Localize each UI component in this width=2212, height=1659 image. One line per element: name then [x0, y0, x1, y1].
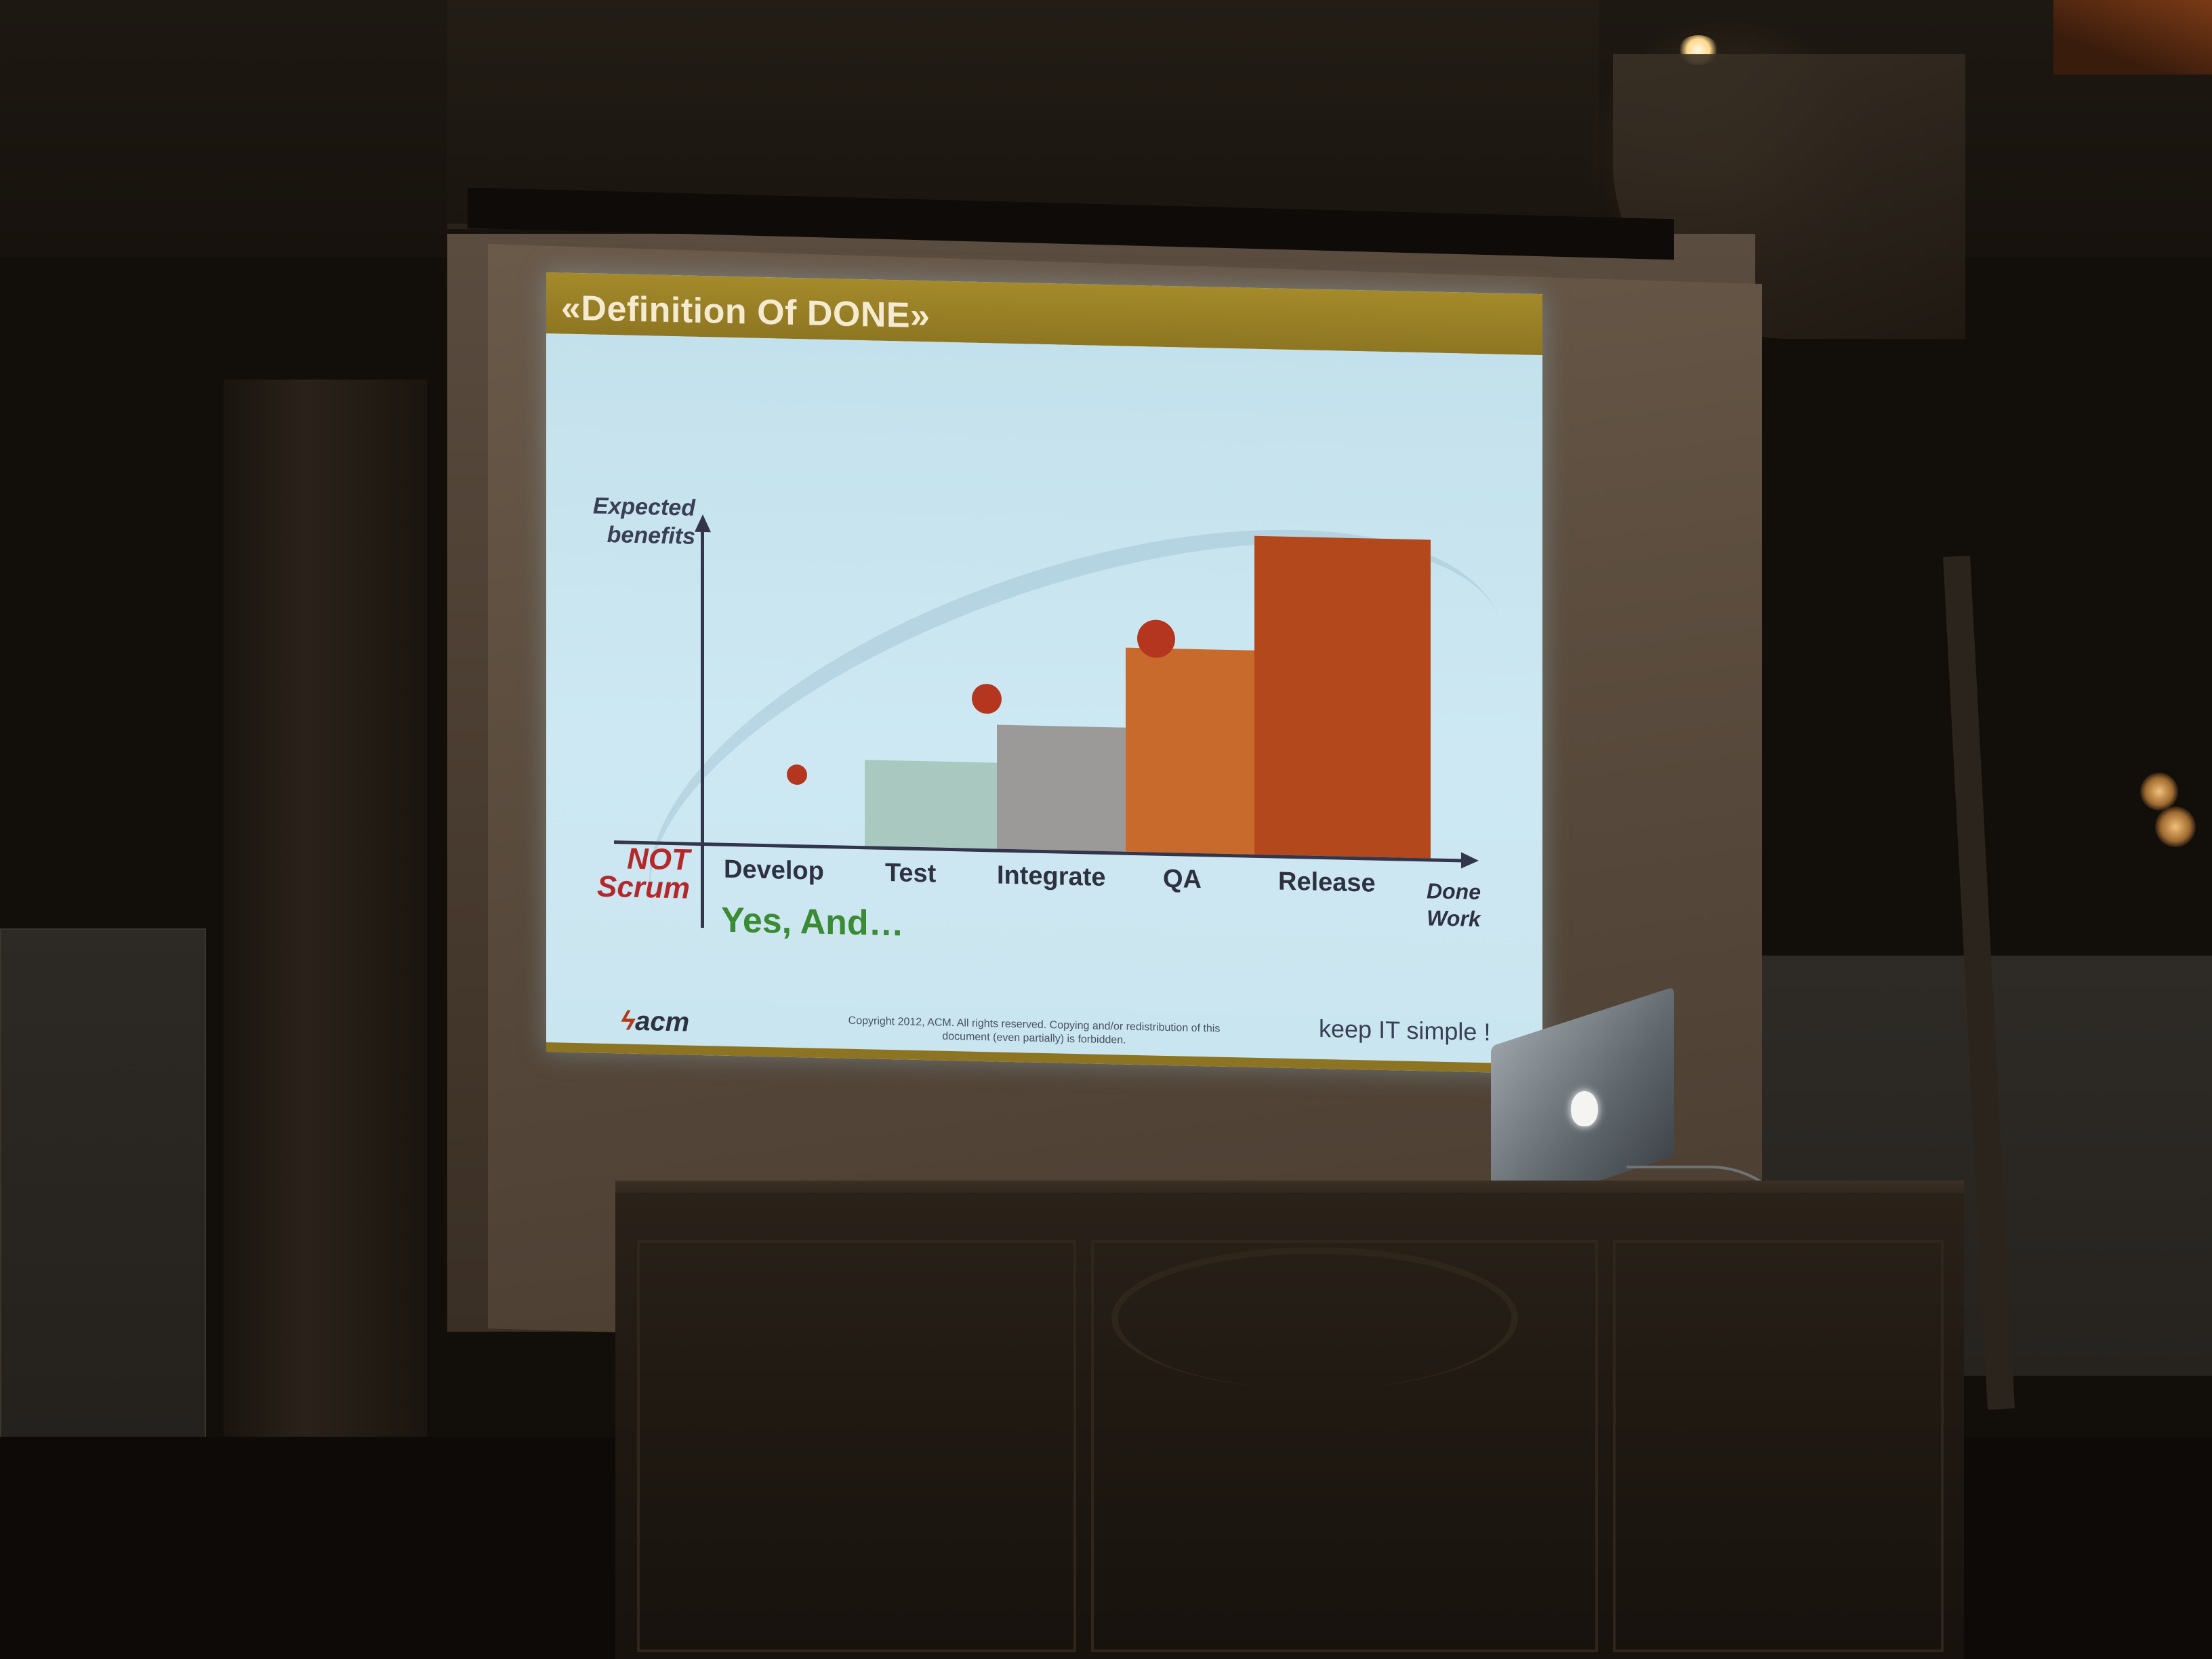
lectern-carving — [1111, 1247, 1518, 1389]
benefit-dot — [972, 683, 1002, 714]
bar-qa — [1126, 647, 1254, 855]
wall-lamp — [2155, 806, 2196, 847]
bar-release — [1254, 535, 1431, 859]
wall-lamp — [2140, 773, 2178, 811]
left-wall-panel — [0, 928, 206, 1460]
x-axis-arrowhead — [1461, 852, 1479, 869]
bar-integrate — [997, 724, 1126, 852]
bar-test — [865, 760, 997, 849]
benefit-dot — [1137, 619, 1175, 659]
acm-logo: ϟacm — [621, 1006, 689, 1038]
category-label-test: Test — [885, 858, 937, 888]
category-label-develop: Develop — [724, 855, 824, 886]
ceiling-beam — [447, 0, 1599, 229]
lectern-panel-center — [1091, 1240, 1598, 1652]
category-label-done-work: Done Work — [1423, 877, 1484, 933]
copyright-notice: Copyright 2012, ACM. All rights reserved… — [848, 1015, 1221, 1046]
acm-logo-mark: ϟ — [621, 1006, 636, 1036]
benefit-dot — [787, 764, 807, 785]
category-label-integrate: Integrate — [997, 861, 1106, 893]
apple-logo-icon — [1571, 1091, 1598, 1126]
scrum-label: Scrum — [597, 869, 690, 905]
acm-logo-text: acm — [635, 1006, 690, 1038]
y-axis-label: Expected benefits — [592, 493, 695, 550]
lectern-panel-left — [637, 1240, 1076, 1652]
done-work-line: Done — [1427, 878, 1481, 905]
category-label-release: Release — [1278, 867, 1376, 898]
tagline: keep IT simple ! — [1319, 1014, 1491, 1046]
lectern-panel-right — [1613, 1240, 1944, 1652]
slide-body: Expected benefits Develop Test Integrate… — [546, 333, 1542, 1074]
slide-title: «Definition Of DONE» — [561, 288, 930, 336]
projected-slide: «Definition Of DONE» Expected benefits D… — [546, 272, 1542, 1074]
category-label-qa: QA — [1163, 864, 1202, 895]
done-work-line: Work — [1427, 905, 1481, 932]
y-axis — [701, 527, 704, 928]
ceiling-corner-light — [2053, 0, 2212, 75]
yes-and-label: Yes, And… — [721, 900, 904, 944]
not-scrum-label: NOT Scrum — [588, 842, 690, 905]
